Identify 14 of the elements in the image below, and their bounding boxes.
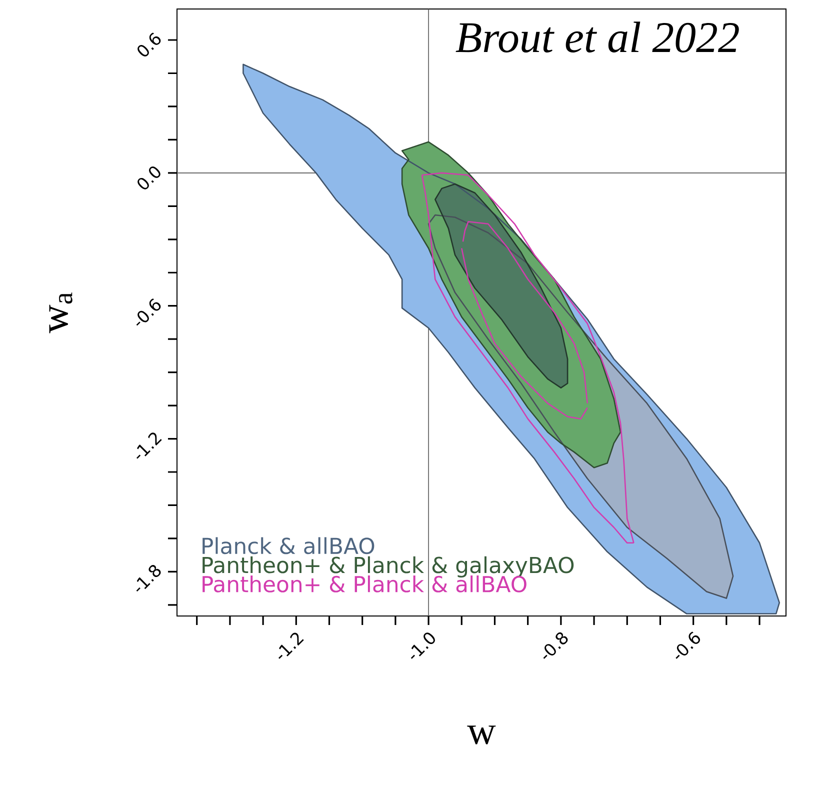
x-tick-label: -1.0 [410, 632, 435, 659]
y-tick-label: -1.8 [136, 565, 161, 592]
annotation: Brout et al 2022 [456, 22, 739, 53]
x-tick-label: -0.8 [543, 632, 568, 659]
y-tick-label: 0.0 [138, 166, 160, 190]
x-axis-title: w [467, 726, 496, 744]
y-tick-label: 0.6 [138, 32, 161, 56]
x-tick-label: -0.6 [676, 632, 700, 659]
text: Pantheon+ & Planck & allBAO [202, 575, 526, 592]
y-axis-title: w$_{a}$ [49, 292, 72, 334]
y-tick-label: -0.6 [136, 298, 161, 326]
x-tick-label: -1.2 [278, 632, 304, 659]
text: Planck & allBAO [202, 537, 374, 554]
y-tick-label: -1.2 [136, 432, 162, 459]
